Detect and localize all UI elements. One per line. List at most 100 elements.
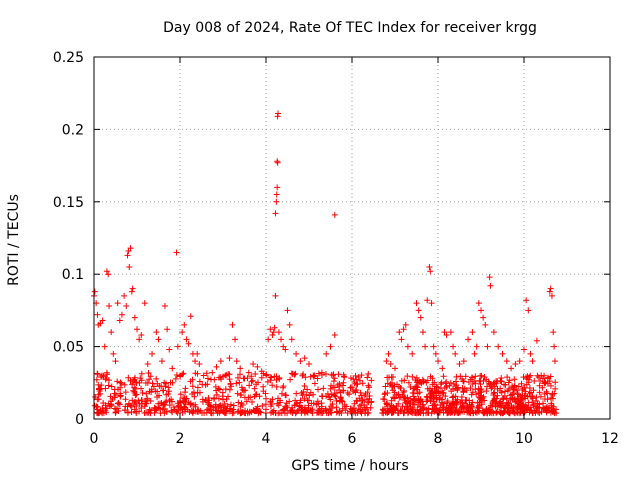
- data-point: [146, 376, 153, 383]
- data-point: [91, 288, 98, 295]
- data-point: [443, 404, 450, 411]
- data-point: [204, 397, 211, 404]
- data-point: [227, 405, 234, 412]
- data-point: [274, 184, 281, 191]
- data-point: [331, 375, 338, 382]
- data-point: [169, 365, 176, 372]
- data-point: [365, 399, 372, 406]
- data-point: [431, 385, 438, 392]
- data-point: [211, 376, 218, 383]
- data-point: [194, 350, 201, 357]
- data-point: [216, 374, 223, 381]
- data-point: [210, 404, 217, 411]
- data-point: [485, 378, 492, 385]
- data-point: [552, 379, 559, 386]
- data-point: [129, 285, 136, 292]
- data-point: [452, 407, 459, 414]
- data-point: [466, 409, 473, 416]
- data-point: [187, 378, 194, 385]
- data-point: [409, 350, 416, 357]
- data-point: [472, 380, 479, 387]
- data-point: [549, 405, 556, 412]
- data-point: [171, 406, 178, 413]
- data-point: [347, 375, 354, 382]
- data-point: [548, 402, 555, 409]
- data-point: [235, 399, 242, 406]
- data-point: [323, 350, 330, 357]
- data-point: [432, 350, 439, 357]
- data-point: [454, 398, 461, 405]
- data-point: [452, 393, 459, 400]
- data-point: [158, 358, 165, 365]
- data-point: [159, 387, 166, 394]
- data-point: [447, 379, 454, 386]
- data-point: [254, 403, 261, 410]
- data-point: [415, 307, 422, 314]
- data-point: [318, 400, 325, 407]
- data-point: [116, 317, 123, 324]
- data-point: [490, 392, 497, 399]
- data-point: [104, 371, 111, 378]
- data-point: [443, 378, 450, 385]
- data-point: [537, 378, 544, 385]
- data-point: [480, 314, 487, 321]
- x-tick-label: 10: [515, 431, 533, 447]
- data-point: [548, 292, 555, 299]
- data-point: [138, 385, 145, 392]
- data-point: [538, 372, 545, 379]
- data-point: [138, 405, 145, 412]
- data-point: [252, 370, 259, 377]
- data-point: [502, 381, 509, 388]
- data-point: [424, 377, 431, 384]
- data-point: [185, 399, 192, 406]
- data-point: [354, 381, 361, 388]
- data-point: [526, 385, 533, 392]
- data-point: [329, 405, 336, 412]
- data-point: [166, 346, 173, 353]
- data-point: [284, 410, 291, 417]
- data-point: [497, 410, 504, 417]
- data-point: [180, 403, 187, 410]
- data-point: [432, 401, 439, 408]
- data-point: [340, 387, 347, 394]
- data-point: [473, 343, 480, 350]
- data-point: [177, 391, 184, 398]
- data-point: [381, 391, 388, 398]
- data-point: [443, 332, 450, 339]
- data-point: [251, 385, 258, 392]
- data-point: [288, 336, 295, 343]
- x-axis-label: GPS time / hours: [291, 458, 408, 474]
- data-point: [437, 394, 444, 401]
- data-point: [327, 385, 334, 392]
- y-tick-label: 0.15: [53, 195, 84, 211]
- data-point: [365, 370, 372, 377]
- data-point: [227, 381, 234, 388]
- data-point: [159, 406, 166, 413]
- data-point: [346, 391, 353, 398]
- data-point: [367, 404, 374, 411]
- data-point: [524, 393, 531, 400]
- data-point: [307, 373, 314, 380]
- data-point: [124, 252, 131, 259]
- data-point: [442, 393, 449, 400]
- data-point: [427, 385, 434, 392]
- data-point: [494, 392, 501, 399]
- data-point: [478, 307, 484, 314]
- data-point: [422, 343, 429, 350]
- data-point: [439, 365, 446, 372]
- data-point: [94, 371, 101, 378]
- data-point: [299, 372, 306, 379]
- data-point: [503, 399, 510, 406]
- data-point: [161, 303, 168, 310]
- data-point: [248, 373, 255, 380]
- data-point: [546, 288, 553, 295]
- data-point: [286, 398, 293, 405]
- data-point: [409, 373, 416, 380]
- data-point: [501, 404, 508, 411]
- data-point: [390, 374, 397, 381]
- data-point: [323, 393, 330, 400]
- data-point: [476, 394, 483, 401]
- data-point: [118, 380, 125, 387]
- data-point: [462, 406, 469, 413]
- data-point: [356, 377, 363, 384]
